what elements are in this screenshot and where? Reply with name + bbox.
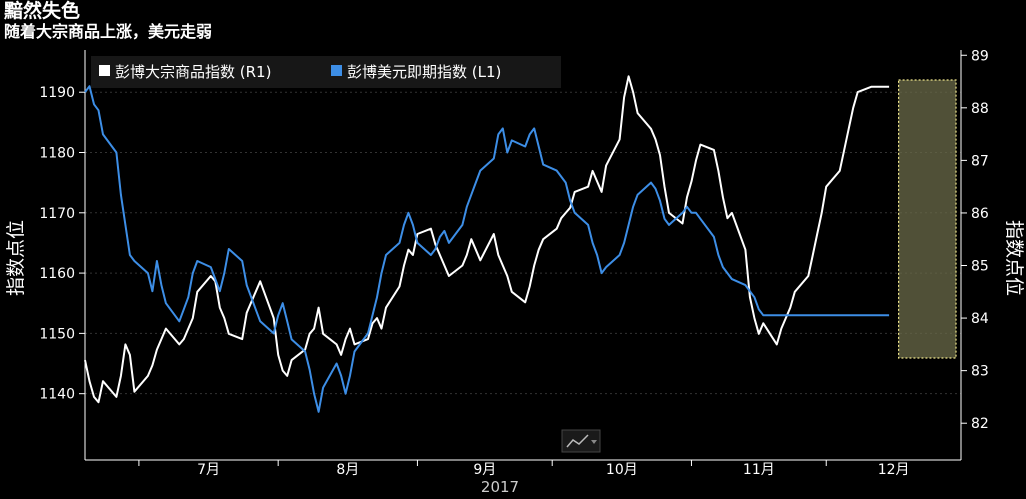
series-line-commodity-index (84, 75, 890, 404)
legend-background (91, 56, 561, 88)
x-axis: 7月 8月 9月 10月 11月 12月 (85, 459, 961, 478)
legend-label: 彭博大宗商品指数 (R1) (115, 63, 271, 81)
y-right-tick-label: 89 (971, 48, 989, 64)
series-line-dollar-index (84, 85, 890, 413)
y-axis-right-title: 指数点位 (1003, 220, 1025, 296)
y-axis-left-title: 指数点位 (5, 220, 27, 296)
y-right-tick-label: 83 (971, 364, 989, 380)
legend: 彭博大宗商品指数 (R1) 彭博美元即期指数 (L1) (91, 56, 561, 88)
x-tick-label: 8月 (336, 462, 359, 478)
chart-subtitle: 随着大宗商品上涨，美元走弱 (4, 22, 213, 41)
line-chart-icon (566, 434, 589, 448)
chevron-down-icon (591, 440, 597, 444)
y-right-tick-label: 87 (971, 153, 989, 169)
legend-label: 彭博美元即期指数 (L1) (347, 63, 501, 81)
x-tick-label: 12月 (878, 462, 910, 478)
chart-title: 黯然失色 (4, 0, 81, 22)
legend-swatch (331, 65, 342, 76)
y-right-tick-label: 88 (971, 101, 989, 117)
y-left-tick-label: 1190 (39, 85, 75, 101)
x-tick-label: 9月 (473, 462, 496, 478)
y-left-tick-label: 1140 (39, 387, 75, 403)
highlight-region (897, 79, 957, 359)
series-lines (84, 75, 890, 413)
y-right-tick-label: 86 (971, 206, 989, 222)
y-left-tick-label: 1150 (39, 326, 75, 342)
legend-swatch (99, 65, 110, 76)
y-left-tick-label: 1170 (39, 206, 75, 222)
x-axis-title: 2017 (481, 478, 519, 496)
y-axis-right: 82 83 84 85 86 87 88 89 (960, 48, 989, 460)
x-tick-label: 7月 (197, 462, 220, 478)
x-tick-label: 10月 (606, 462, 638, 478)
y-left-tick-label: 1160 (39, 266, 75, 282)
plot-area (85, 50, 961, 460)
y-axis-left: 1140 1150 1160 1170 1180 1190 (39, 50, 86, 460)
gridlines (85, 91, 961, 395)
y-right-tick-label: 82 (971, 416, 989, 432)
y-left-tick-label: 1180 (39, 146, 75, 162)
highlight-box (897, 79, 957, 359)
y-right-tick-label: 85 (971, 259, 989, 275)
x-tick-label: 11月 (743, 462, 775, 478)
y-right-tick-label: 84 (971, 311, 989, 327)
chart-type-selector[interactable] (561, 429, 601, 453)
